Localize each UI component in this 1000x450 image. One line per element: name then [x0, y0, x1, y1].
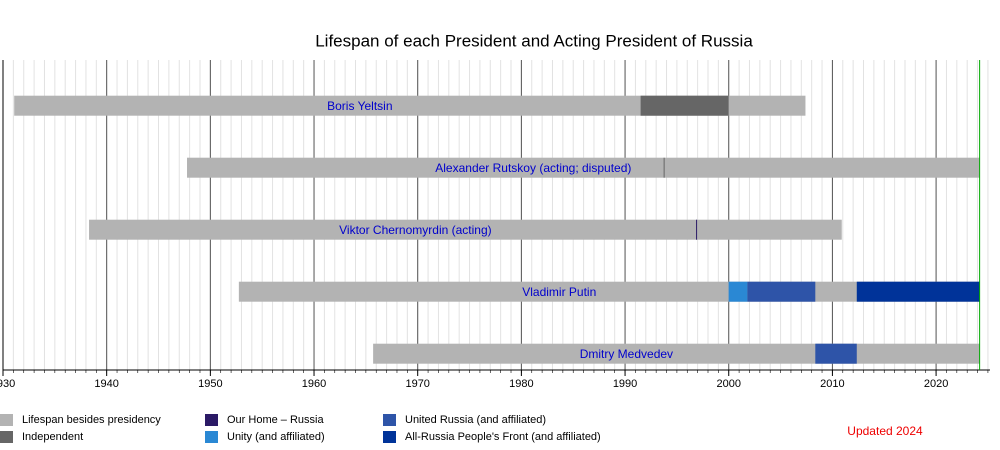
- term-bar: [640, 95, 729, 116]
- x-tick-label: 2000: [716, 378, 740, 390]
- x-tick-label: 2020: [924, 378, 948, 390]
- term-bar: [728, 281, 748, 302]
- lifespan-bar: [14, 95, 806, 116]
- x-tick-label: 1980: [509, 378, 533, 390]
- legend-swatch: [383, 431, 396, 443]
- term-bar: [815, 343, 857, 364]
- x-tick-label: 1940: [94, 378, 118, 390]
- legend-swatch: [0, 414, 13, 426]
- x-tick-label: 2010: [820, 378, 844, 390]
- row-label: Viktor Chernomyrdin (acting): [339, 223, 492, 237]
- x-tick-label: 1960: [302, 378, 326, 390]
- legend-label: All-Russia People's Front (and affiliate…: [405, 431, 601, 443]
- lifespan-bar: [89, 219, 842, 240]
- term-bar: [696, 219, 698, 240]
- chart-title: Lifespan of each President and Acting Pr…: [315, 31, 753, 50]
- legend-label: Lifespan besides presidency: [22, 414, 161, 426]
- x-tick-label: 1970: [405, 378, 429, 390]
- x-tick-label: 1950: [198, 378, 222, 390]
- legend-swatch: [0, 431, 13, 443]
- x-tick-label: 1930: [0, 378, 15, 390]
- x-tick-label: 1990: [613, 378, 637, 390]
- row-label: Dmitry Medvedev: [580, 347, 673, 361]
- row-label: Alexander Rutskoy (acting; disputed): [435, 161, 631, 175]
- term-bar: [747, 281, 816, 302]
- legend-label: Independent: [22, 431, 83, 443]
- legend-label: Our Home – Russia: [227, 414, 324, 426]
- lifespan-bar: [373, 343, 980, 364]
- row-label: Boris Yeltsin: [327, 99, 392, 113]
- legend-label: Unity (and affiliated): [227, 431, 325, 443]
- term-bar: [663, 157, 665, 178]
- lifespan-bar: [187, 157, 980, 178]
- term-bar: [856, 281, 980, 302]
- annotation: Updated 2024: [847, 424, 923, 438]
- legend-swatch: [383, 414, 396, 426]
- row-label: Vladimir Putin: [522, 285, 596, 299]
- legend-swatch: [205, 431, 218, 443]
- legend-swatch: [205, 414, 218, 426]
- legend-label: United Russia (and affiliated): [405, 414, 546, 426]
